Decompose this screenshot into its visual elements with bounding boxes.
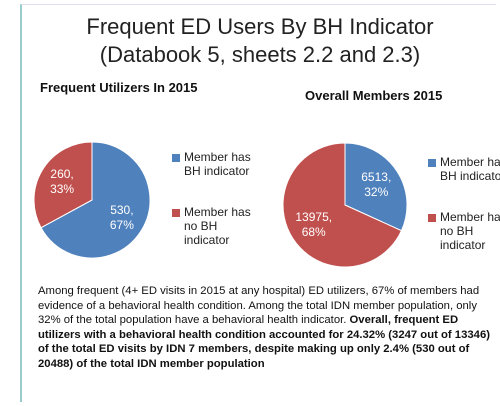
legend-swatch — [172, 154, 180, 162]
pie-slice — [40, 141, 151, 259]
slide-title: Frequent ED Users By BH Indicator — [86, 14, 434, 39]
pie-slice — [344, 142, 408, 232]
slice-label: 13975, 68% — [295, 210, 333, 240]
legend-swatch — [428, 159, 436, 167]
legend-label: Member has BH indicator — [440, 155, 500, 183]
body-plain: Among frequent (4+ ED visits in 2015 at … — [38, 285, 480, 326]
body-text: Among frequent (4+ ED visits in 2015 at … — [38, 284, 490, 371]
body-bold: Overall, frequent ED utilizers with a be… — [38, 314, 490, 370]
legend-label: Member has no BH indicator — [184, 205, 251, 247]
slice-label: 6513, 32% — [361, 169, 392, 199]
chart-title: Frequent Utilizers In 2015 — [40, 80, 198, 95]
legend-swatch — [172, 209, 180, 217]
chart-title: Overall Members 2015 — [305, 88, 443, 103]
legend-label: Member has no BH indicator — [440, 210, 500, 252]
pie-slice — [282, 142, 403, 268]
slice-label: 260, 33% — [50, 167, 75, 197]
pie-slice — [33, 141, 93, 229]
slide-subtitle: (Databook 5, sheets 2.2 and 2.3) — [99, 42, 421, 67]
slice-label: 530, 67% — [109, 202, 134, 232]
slide-frame — [20, 4, 496, 402]
legend-swatch — [428, 214, 436, 222]
legend-label: Member has BH indicator — [184, 150, 251, 178]
